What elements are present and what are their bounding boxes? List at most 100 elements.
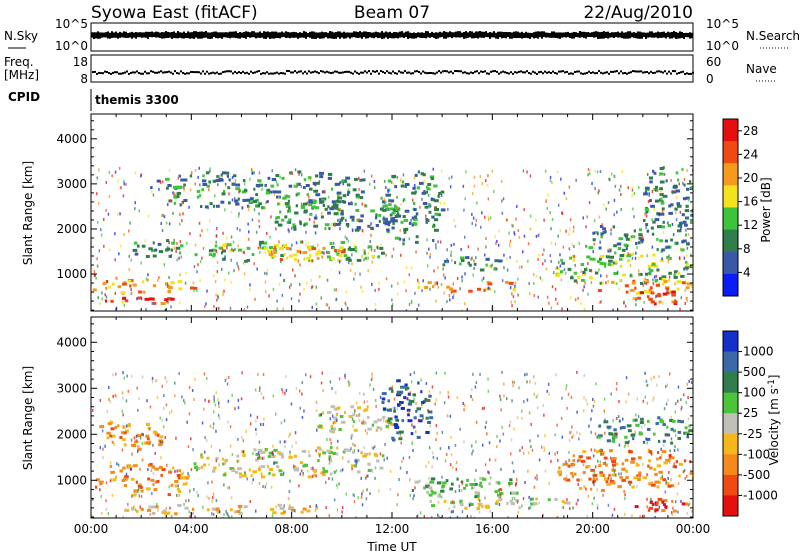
noise-cell: [509, 239, 512, 243]
range-gate-cell: [180, 476, 185, 480]
range-gate-cell: [588, 477, 592, 481]
noise-cell: [685, 279, 687, 283]
noise-cell: [658, 213, 660, 217]
noise-cell: [174, 394, 176, 398]
noise-cell: [248, 204, 251, 208]
noise-cell: [206, 289, 208, 293]
range-gate-cell: [437, 494, 441, 498]
noise-cell: [671, 512, 673, 516]
noise-cell: [500, 467, 502, 471]
noise-cell: [481, 211, 483, 215]
noise-cell: [353, 410, 356, 414]
range-gate-cell: [488, 482, 491, 486]
range-gate-cell: [370, 209, 375, 213]
noise-cell: [679, 307, 681, 311]
range-gate-cell: [681, 502, 686, 506]
noise-cell: [535, 395, 538, 399]
range-gate-cell: [637, 296, 641, 300]
range-gate-cell: [342, 194, 347, 198]
range-gate-cell: [619, 426, 622, 430]
noise-cell: [592, 404, 595, 408]
noise-cell: [542, 253, 544, 256]
range-gate-cell: [280, 254, 284, 258]
noise-cell: [237, 406, 240, 410]
noise-cell: [365, 474, 368, 478]
range-gate-cell: [308, 258, 311, 262]
range-gate-cell: [401, 419, 405, 423]
range-gate-cell: [337, 194, 340, 198]
freq-sample: [232, 72, 234, 75]
noise-cell: [613, 507, 616, 511]
range-gate-cell: [108, 285, 111, 289]
noise-cell: [258, 389, 261, 392]
range-gate-cell: [682, 239, 687, 243]
range-gate-cell: [178, 490, 182, 493]
freq-sample: [184, 72, 186, 75]
noise-cell: [624, 512, 626, 516]
noise-cell: [273, 461, 275, 465]
range-gate-cell: [117, 285, 122, 289]
range-gate-cell: [394, 219, 398, 223]
noise-cell: [541, 279, 544, 283]
noise-cell: [478, 510, 481, 514]
noise-cell: [301, 392, 303, 396]
noise-cell: [115, 394, 117, 398]
noise-cell: [194, 243, 197, 247]
freq-sample: [114, 71, 116, 74]
noise-cell: [686, 246, 689, 250]
noise-cell: [98, 480, 100, 484]
noise-cell: [559, 253, 561, 257]
noise-cell: [399, 435, 402, 439]
freq-sample: [532, 70, 534, 73]
range-gate-cell: [570, 471, 574, 475]
range-gate-cell: [201, 188, 205, 192]
range-gate-cell: [419, 414, 424, 418]
range-gate-cell: [661, 277, 666, 281]
noise-cell: [204, 398, 206, 402]
range-gate-cell: [605, 480, 609, 484]
freq-sample: [690, 72, 692, 75]
range-gate-cell: [404, 386, 410, 390]
range-gate-cell: [413, 416, 417, 420]
noise-cell: [393, 406, 396, 410]
noise-cell: [141, 375, 144, 379]
range-gate-cell: [676, 280, 682, 284]
range-gate-cell: [299, 222, 302, 226]
noise-cell: [588, 201, 591, 205]
range-gate-cell: [677, 224, 683, 228]
range-gate-cell: [307, 176, 312, 180]
noise-cell: [577, 483, 579, 486]
colorbar-tick-label: 4: [743, 265, 751, 279]
noise-cell: [555, 373, 557, 377]
range-gate-cell: [313, 224, 319, 228]
range-gate-cell: [460, 480, 464, 484]
noise-cell: [327, 195, 330, 199]
range-gate-cell: [339, 218, 344, 222]
range-gate-cell: [166, 299, 169, 303]
noise-cell: [609, 178, 611, 182]
range-gate-cell: [354, 202, 357, 206]
noise-cell: [223, 483, 225, 487]
noise-cell: [506, 268, 509, 272]
y-tick-label: 1000: [56, 473, 87, 487]
range-gate-cell: [632, 418, 636, 422]
noise-cell: [125, 183, 127, 186]
noise-cell: [585, 225, 587, 229]
range-gate-cell: [609, 473, 612, 477]
noise-cell: [119, 212, 121, 216]
freq-sample: [106, 71, 108, 74]
noise-cell: [169, 506, 171, 510]
noise-cell: [557, 458, 559, 462]
range-gate-cell: [136, 244, 140, 248]
range-gate-cell: [599, 473, 604, 477]
noise-cell: [103, 217, 105, 221]
noise-cell: [184, 281, 187, 285]
freq-sample: [666, 72, 668, 75]
noise-cell: [529, 505, 532, 509]
noise-cell: [330, 449, 332, 453]
noise-cell: [601, 223, 603, 227]
freq-sample: [564, 71, 566, 74]
noise-cell: [108, 248, 111, 252]
noise-cell: [462, 402, 464, 405]
noise-cell: [670, 415, 673, 419]
